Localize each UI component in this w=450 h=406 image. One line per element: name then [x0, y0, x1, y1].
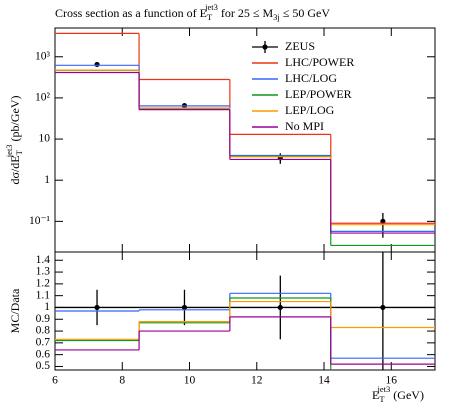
title-part: ≤ 50 GeV [280, 6, 331, 20]
y-tick-label: 10³ [35, 50, 51, 62]
legend-label: LHC/LOG [285, 71, 337, 85]
data-point [380, 304, 386, 311]
label-part: (GeV) [390, 388, 424, 402]
legend-swatch [262, 44, 268, 50]
x-axis-label: ETjet3 (GeV) [372, 384, 424, 404]
title-sub: T [207, 12, 213, 22]
label-sub: T [379, 394, 385, 404]
label-sup: jet3 [4, 144, 14, 158]
legend-label: LEP/POWER [285, 87, 352, 101]
legend-label: No MPI [285, 119, 324, 133]
y-tick-label: 10⁻¹ [29, 215, 51, 227]
title-sub: 3j [273, 12, 280, 22]
label-part: dσ/dE [8, 155, 22, 184]
legend-label: ZEUS [285, 39, 315, 53]
y-tick-label: 1.1 [36, 289, 51, 301]
y-tick-label: 0.8 [36, 325, 51, 337]
y-tick-label: 1 [44, 301, 50, 313]
x-tick-label: 16 [386, 375, 398, 387]
y-tick-label: 0.9 [36, 313, 51, 325]
main-frame [54, 27, 436, 253]
data-point [181, 304, 188, 311]
label-sub: T [14, 149, 24, 155]
plot-area [55, 32, 435, 247]
title-part: Cross section as a function of E [55, 6, 207, 20]
plot-area [55, 252, 435, 370]
label-part: (pb/GeV) [8, 95, 22, 144]
y-tick-label: 0.7 [36, 337, 51, 349]
y-tick-label: 1.4 [36, 254, 51, 266]
y-tick-label: 10² [35, 92, 51, 104]
y-tick-label: 1.3 [36, 266, 51, 278]
y-tick-label: 1 [44, 174, 50, 186]
y-tick-label: 10 [39, 133, 51, 145]
y-tick-label: 0.5 [36, 360, 51, 372]
legend-label: LEP/LOG [285, 103, 335, 117]
ratio-y-label: MC/Data [8, 288, 22, 333]
x-tick-label: 14 [318, 375, 330, 387]
title-sup: jet3 [204, 2, 218, 12]
legend-label: LHC/POWER [285, 55, 354, 69]
label-part: E [372, 388, 379, 402]
data-point [94, 61, 100, 68]
x-tick-label: 12 [251, 375, 263, 387]
y-tick-label: 0.6 [36, 348, 51, 360]
x-tick-label: 6 [52, 375, 58, 387]
data-point [94, 304, 100, 311]
x-tick-label: 10 [184, 375, 196, 387]
chart-title: Cross section as a function of ETjet3 fo… [55, 2, 330, 22]
x-tick-label: 8 [119, 375, 125, 387]
y-tick-label: 1.2 [36, 278, 51, 290]
label-sup: jet3 [377, 384, 391, 394]
data-point [277, 304, 283, 311]
y-axis-label: dσ/dETjet3 (pb/GeV) [4, 95, 24, 184]
title-part: for 25 ≤ M [218, 6, 274, 20]
